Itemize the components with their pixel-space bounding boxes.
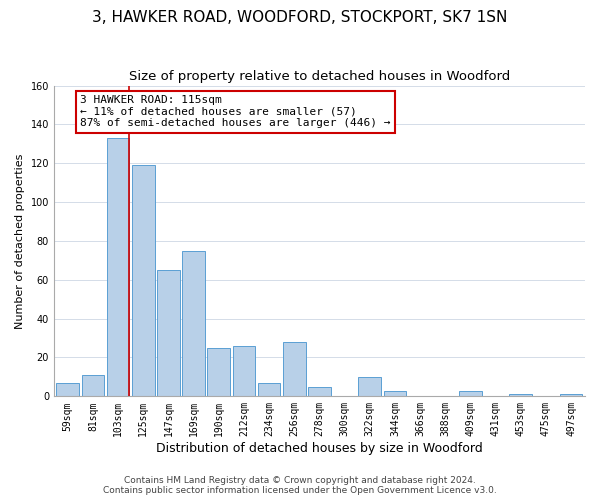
- Bar: [56, 382, 79, 396]
- Bar: [358, 377, 381, 396]
- Text: 3, HAWKER ROAD, WOODFORD, STOCKPORT, SK7 1SN: 3, HAWKER ROAD, WOODFORD, STOCKPORT, SK7…: [92, 10, 508, 25]
- Bar: [383, 390, 406, 396]
- Bar: [283, 342, 305, 396]
- Bar: [157, 270, 180, 396]
- Bar: [509, 394, 532, 396]
- Bar: [82, 375, 104, 396]
- Y-axis label: Number of detached properties: Number of detached properties: [15, 154, 25, 328]
- Bar: [258, 382, 280, 396]
- X-axis label: Distribution of detached houses by size in Woodford: Distribution of detached houses by size …: [156, 442, 483, 455]
- Title: Size of property relative to detached houses in Woodford: Size of property relative to detached ho…: [129, 70, 510, 83]
- Bar: [107, 138, 130, 396]
- Bar: [560, 394, 583, 396]
- Text: Contains HM Land Registry data © Crown copyright and database right 2024.
Contai: Contains HM Land Registry data © Crown c…: [103, 476, 497, 495]
- Bar: [233, 346, 255, 397]
- Bar: [459, 390, 482, 396]
- Bar: [208, 348, 230, 397]
- Bar: [182, 250, 205, 396]
- Bar: [132, 165, 155, 396]
- Bar: [308, 386, 331, 396]
- Text: 3 HAWKER ROAD: 115sqm
← 11% of detached houses are smaller (57)
87% of semi-deta: 3 HAWKER ROAD: 115sqm ← 11% of detached …: [80, 96, 391, 128]
